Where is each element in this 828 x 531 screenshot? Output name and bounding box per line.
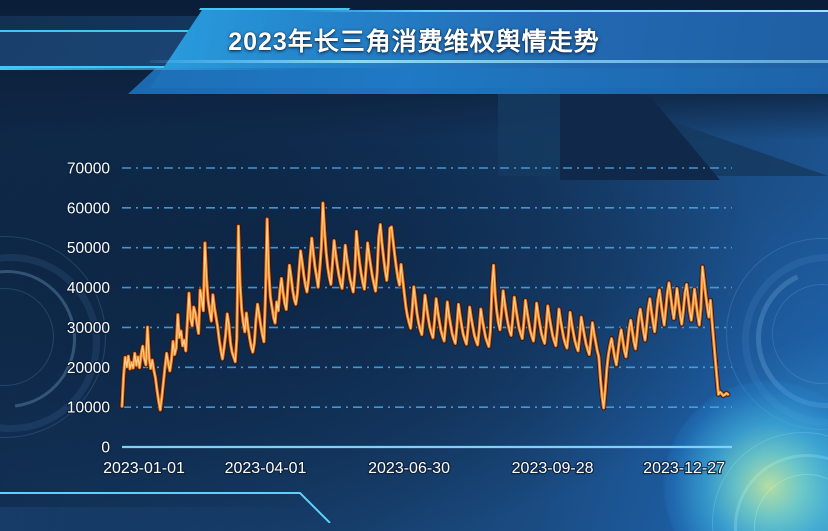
header-left-notch	[0, 68, 300, 70]
series-line	[120, 201, 730, 412]
header-top-line	[300, 10, 828, 12]
y-axis-tick-label: 20000	[67, 360, 110, 377]
header-banner: 2023年长三角消费维权舆情走势	[0, 0, 828, 112]
y-axis-tick-label: 60000	[67, 200, 110, 217]
header-shine-line	[150, 60, 828, 63]
x-axis-tick-label: 2023-01-01	[103, 460, 185, 477]
y-axis-tick-label: 40000	[67, 280, 110, 297]
x-axis-tick-label: 2023-09-28	[512, 460, 594, 477]
header-plate-lower	[128, 68, 828, 94]
page-title: 2023年长三角消费维权舆情走势	[228, 28, 600, 56]
y-axis-tick-label: 0	[101, 440, 110, 457]
y-axis-tick-label: 70000	[67, 161, 110, 178]
y-axis-tick-label: 50000	[67, 240, 110, 257]
x-axis-tick-label: 2023-04-01	[225, 460, 307, 477]
x-axis-tick-label: 2023-12-27	[643, 460, 725, 477]
series-line-highlight	[121, 202, 729, 411]
y-axis-tick-label: 10000	[67, 400, 110, 417]
y-axis-tick-label: 30000	[67, 320, 110, 337]
x-axis-tick-label: 2023-06-30	[368, 460, 450, 477]
